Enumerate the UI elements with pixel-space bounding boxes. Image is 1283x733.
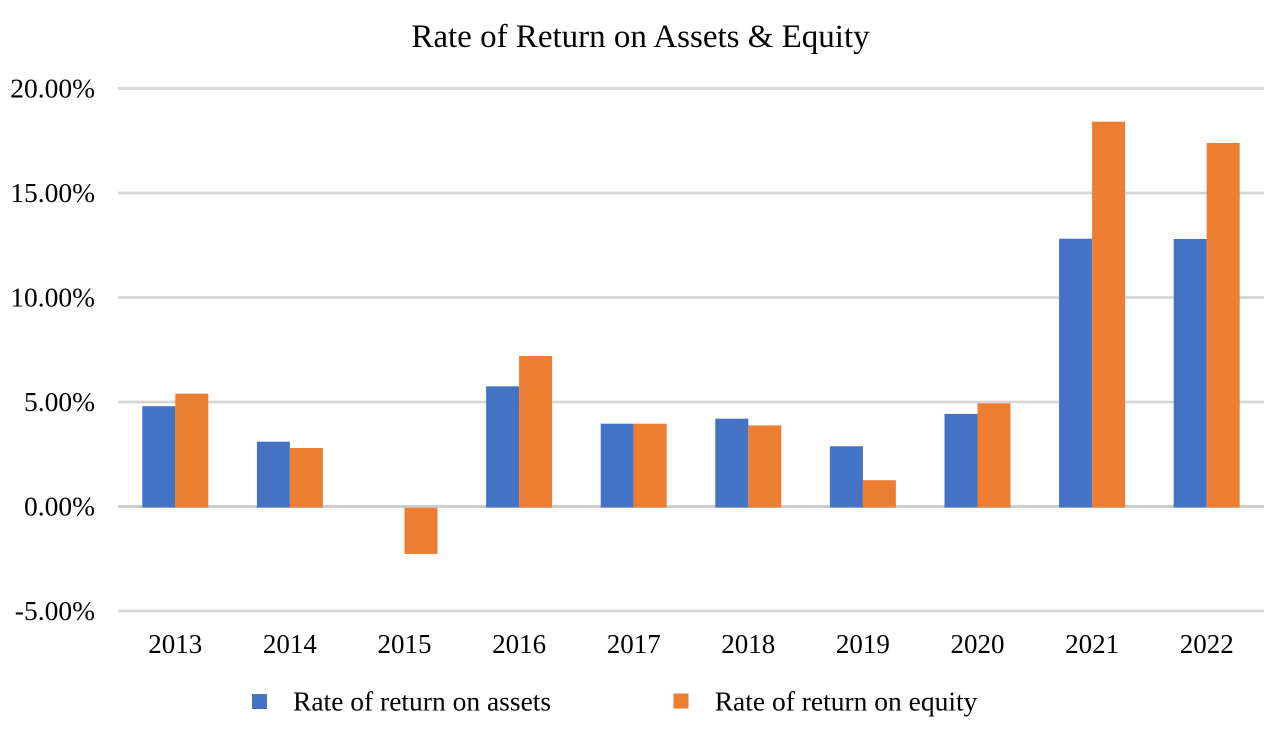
svg-text:2017: 2017: [607, 629, 661, 659]
svg-text:2020: 2020: [951, 629, 1005, 659]
svg-text:15.00%: 15.00%: [10, 177, 95, 208]
svg-text:10.00%: 10.00%: [10, 282, 95, 313]
svg-text:Rate of return on assets: Rate of return on assets: [293, 686, 551, 717]
svg-text:Rate of Return on Assets & Equ: Rate of Return on Assets & Equity: [411, 19, 870, 55]
svg-text:2013: 2013: [148, 629, 202, 659]
svg-text:0.00%: 0.00%: [24, 491, 95, 522]
svg-text:2018: 2018: [721, 629, 775, 659]
svg-text:2021: 2021: [1065, 629, 1119, 659]
svg-text:2019: 2019: [836, 629, 890, 659]
svg-text:20.00%: 20.00%: [10, 73, 95, 104]
svg-text:-5.00%: -5.00%: [15, 595, 95, 626]
svg-text:2016: 2016: [492, 629, 546, 659]
svg-text:Rate of return on equity: Rate of return on equity: [715, 686, 978, 717]
svg-text:5.00%: 5.00%: [24, 386, 95, 417]
svg-text:2015: 2015: [378, 629, 432, 659]
svg-text:2014: 2014: [263, 629, 318, 659]
svg-text:2022: 2022: [1180, 629, 1234, 659]
